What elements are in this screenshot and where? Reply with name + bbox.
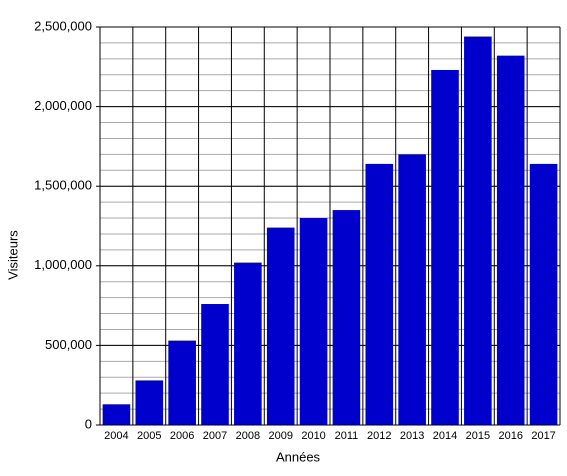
x-tick-label: 2005 xyxy=(137,430,161,442)
bar xyxy=(299,218,328,425)
y-tick-label: 1,500,000 xyxy=(34,178,92,193)
y-tick-label: 2,500,000 xyxy=(34,18,92,33)
y-tick-label: 1,000,000 xyxy=(34,257,92,272)
bar xyxy=(529,163,558,426)
x-tick-label: 2009 xyxy=(268,430,292,442)
x-tick-label: 2008 xyxy=(236,430,260,442)
y-axis-label: Visiteurs xyxy=(5,230,20,280)
bar xyxy=(168,340,196,425)
bar xyxy=(431,69,459,425)
x-tick-label: 2010 xyxy=(301,430,325,442)
x-tick-label: 2006 xyxy=(170,430,194,442)
bar xyxy=(398,154,426,426)
bar xyxy=(332,210,361,425)
x-tick-label: 2014 xyxy=(433,430,457,442)
x-axis-label: Années xyxy=(276,449,321,464)
x-tick-label: 2007 xyxy=(203,430,227,442)
x-tick-label: 2012 xyxy=(367,430,391,442)
bar xyxy=(365,163,394,426)
x-tick-label: 2013 xyxy=(400,430,424,442)
y-tick-label: 2,000,000 xyxy=(34,98,92,113)
bar xyxy=(102,404,131,425)
x-tick-label: 2011 xyxy=(335,430,359,442)
bar xyxy=(266,227,295,425)
bar xyxy=(201,304,229,425)
y-tick-label: 0 xyxy=(85,416,92,431)
bar xyxy=(464,36,492,425)
x-tick-label: 2016 xyxy=(498,430,522,442)
x-tick-label: 2017 xyxy=(531,430,555,442)
bar xyxy=(135,380,164,425)
bar xyxy=(234,262,262,425)
x-tick-label: 2015 xyxy=(466,430,490,442)
bar xyxy=(496,55,525,425)
y-tick-label: 500,000 xyxy=(45,337,92,352)
x-tick-label: 2004 xyxy=(104,430,128,442)
